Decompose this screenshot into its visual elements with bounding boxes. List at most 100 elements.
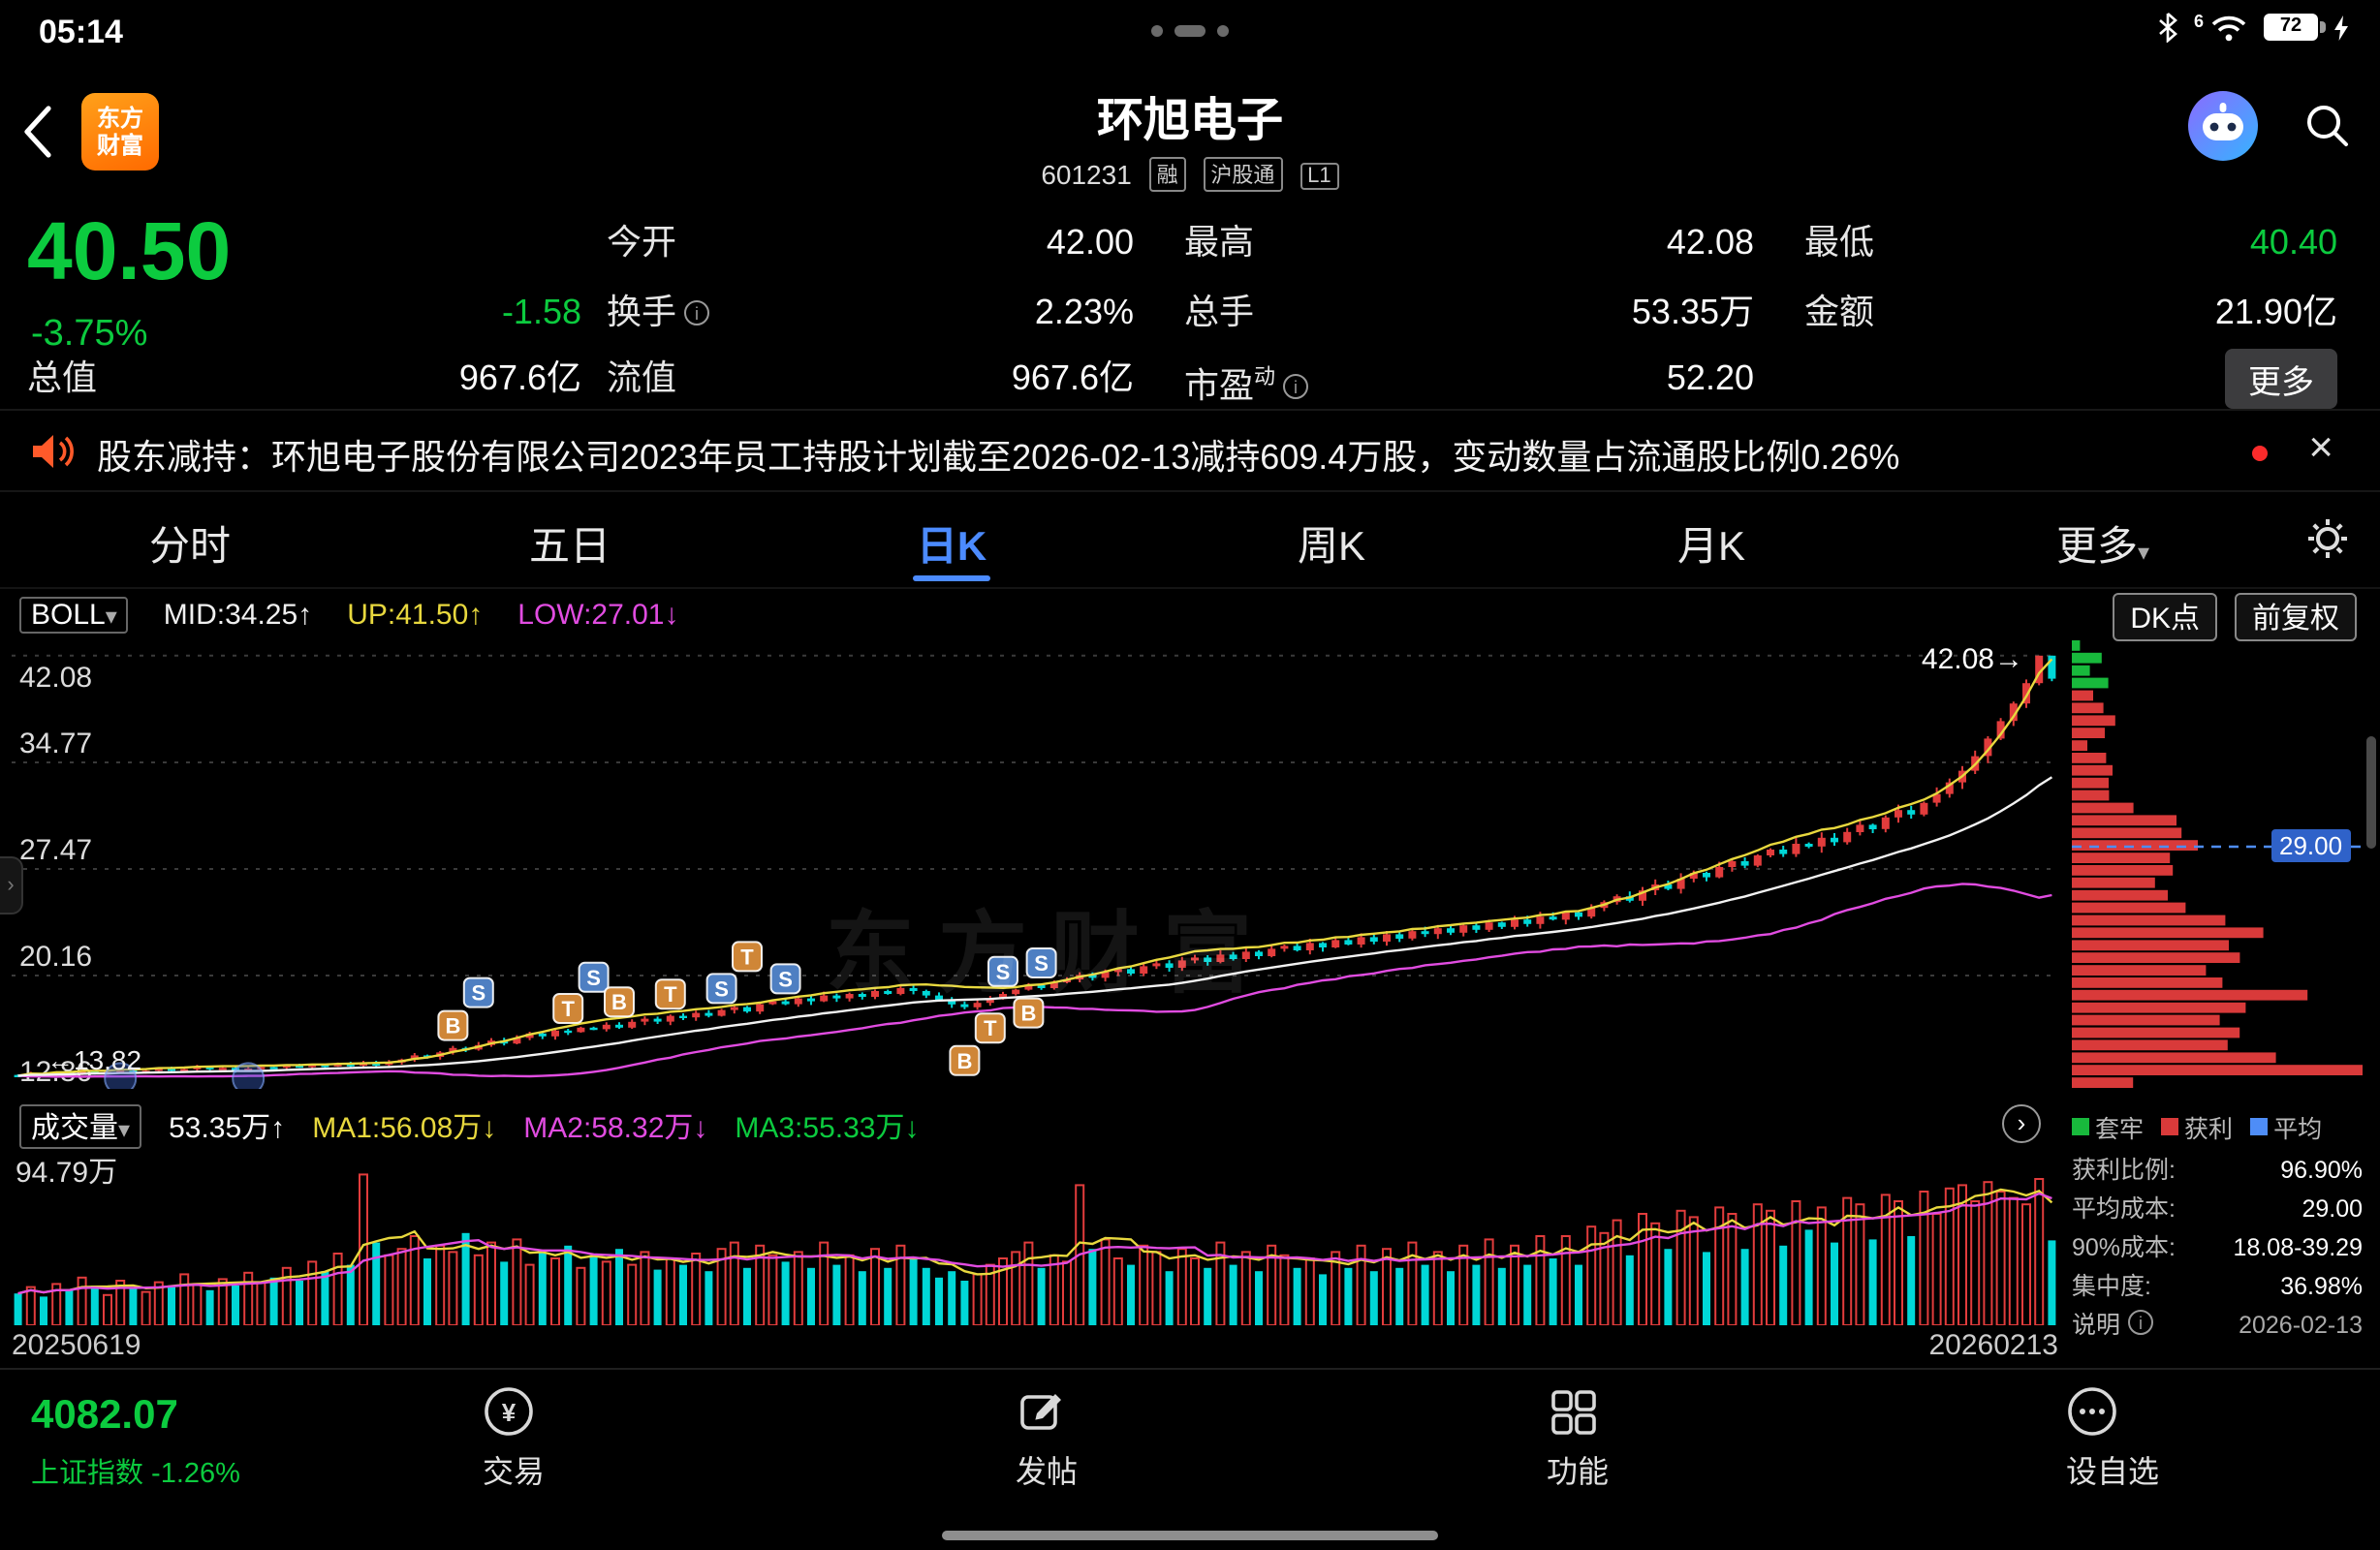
chevron-down-icon: ▾ [118,1115,131,1142]
open-label: 今开 [607,223,676,262]
dk-point-button[interactable]: DK点 [2113,593,2217,641]
nav-trade[interactable]: ¥ 交易 [483,1385,545,1492]
watermark: 东方财富 [826,903,1275,1004]
date-end: 20260213 [1928,1329,2059,1362]
gear-icon [2308,519,2347,558]
tab-monthly-k[interactable]: 月K [1676,525,1746,570]
period-high-label: 42.08→ [1921,643,2023,676]
home-indicator[interactable] [942,1531,1438,1540]
left-panel-handle[interactable]: › [0,856,23,914]
tab-5day[interactable]: 五日 [529,525,611,570]
legend-average: 平均 [2250,1108,2322,1145]
totalvol-value: 53.35万 [1631,293,1754,331]
legend-average-label: 平均 [2273,1116,2323,1143]
volume-canvas [14,1173,2056,1325]
indicator-selector[interactable]: BOLL▾ [19,596,129,633]
chart-scrollbar[interactable] [2366,736,2376,849]
legend-swatch [2250,1118,2269,1135]
chevron-down-icon: ▾ [2137,539,2150,566]
nav-watchlist[interactable]: 设自选 [2066,1385,2159,1492]
concentration-value: 36.98% [2280,1273,2363,1300]
svg-text:T: T [984,1016,997,1040]
turnover-value: 2.23% [1034,293,1134,331]
ai-assistant-button[interactable] [2186,89,2260,163]
forward-adjust-button[interactable]: 前复权 [2234,593,2357,641]
floatcap-value: 967.6亿 [1011,358,1134,397]
tab-weekly-k[interactable]: 周K [1297,525,1366,570]
status-bar: 05:14 6 72 [0,0,2380,58]
stock-subtitle: 601231 融 沪股通 L1 [0,157,2380,192]
close-icon[interactable]: × [2308,422,2333,471]
cost-range-value: 18.08-39.29 [2233,1234,2363,1261]
index-value: 4082.07 [31,1393,178,1438]
stat-row: 90%成本: 18.08-39.29 [2072,1228,2366,1267]
volume-max-label: 94.79万 [16,1157,118,1190]
kline-chart[interactable]: 42.08 34.77 27.47 20.16 12.86 B S T S B T S T S S S B T B … [12,639,2058,1089]
tab-intraday[interactable]: 分时 [149,525,231,570]
trade-yuan-icon: ¥ [485,1387,533,1436]
grid-icon [1551,1390,1596,1435]
nav-trade-label: 交易 [482,1457,546,1490]
svg-text:S: S [471,981,485,1006]
search-button[interactable] [2302,101,2353,151]
volume-profile-panel [2072,639,2363,1089]
period-tabs: 分时 五日 日K 周K 月K 更多▾ [0,492,2380,589]
back-button[interactable] [19,101,58,163]
indicator-name: BOLL [31,598,106,631]
svg-text:S: S [1034,951,1049,976]
svg-text:T: T [664,982,677,1007]
pe-label: 市盈动 i [1184,356,1308,407]
chart-settings-button[interactable] [2304,515,2351,562]
pe-label-text: 市盈 [1184,366,1254,405]
amount-label: 金额 [1804,293,1874,331]
active-tab-underline [913,574,990,581]
tab-more-label: 更多 [2055,525,2138,570]
amount-value: 21.90亿 [2214,293,2337,331]
info-icon[interactable]: i [684,300,709,326]
volume-profile-canvas [2072,640,2363,1088]
svg-text:S: S [778,967,793,991]
legend-trapped: 套牢 [2072,1108,2144,1145]
more-button[interactable]: 更多 [2225,349,2337,409]
stat-row: 获利比例: 96.90% [2072,1151,2366,1190]
charging-bolt-icon [2334,15,2348,40]
tab-more[interactable]: 更多▾ [2056,515,2149,574]
mktcap-label: 总值 [27,358,97,397]
change-percent: -3.75% [31,314,148,355]
news-text[interactable]: 股东减持：环旭电子股份有限公司2023年员工持股计划截至2026-02-13减持… [97,438,1900,477]
robot-icon [2188,91,2258,161]
tab-daily-k[interactable]: 日K [916,525,987,570]
back-chevron-icon [24,106,51,158]
turnover-label-text: 换手 [607,293,676,331]
svg-text:¥: ¥ [502,1398,517,1427]
nav-functions-label: 功能 [1546,1457,1610,1490]
boll-up-value: UP:41.50↑ [347,598,484,631]
svg-text:S: S [586,966,601,990]
info-icon[interactable]: i [2128,1310,2154,1335]
indicator-header: BOLL▾ MID:34.25↑ UP:41.50↑ LOW:27.01↓ [0,589,2056,639]
volume-indicator-name: 成交量 [31,1111,119,1144]
expand-indicator-button[interactable]: › [2002,1104,2041,1143]
speaker-icon [33,435,74,468]
volume-header: 成交量▾ 53.35万↑ MA1:56.08万↓ MA2:58.32万↓ MA3… [0,1100,2056,1151]
wifi-icon [2211,15,2246,41]
avg-cost-badge: 29.00 [2271,829,2351,862]
volume-chart[interactable]: 94.79万 [12,1155,2058,1325]
high-value: 42.08 [1666,223,1754,262]
legend-profit: 获利 [2161,1108,2233,1145]
low-label: 最低 [1804,223,1874,262]
news-ticker[interactable]: 股东减持：环旭电子股份有限公司2023年员工持股计划截至2026-02-13减持… [0,411,2380,492]
volume-indicator-selector[interactable]: 成交量▾ [19,1103,142,1148]
nav-post[interactable]: 发帖 [1016,1385,1078,1492]
svg-text:42.08: 42.08 [19,662,92,694]
low-value: 40.40 [2249,223,2337,262]
info-icon[interactable]: i [1283,374,1308,399]
stat-row: 集中度: 36.98% [2072,1267,2366,1306]
title-block: 环旭电子 601231 融 沪股通 L1 [0,81,2380,192]
nav-functions[interactable]: 功能 [1547,1385,1609,1492]
bluetooth-icon [2159,13,2177,43]
chip-distribution-panel: 套牢 获利 平均 获利比例: 96.90% 平均成本: 29.00 90%成本:… [2072,1100,2366,1345]
change-value: -1.58 [501,293,581,331]
tag-margin: 融 [1148,157,1186,192]
